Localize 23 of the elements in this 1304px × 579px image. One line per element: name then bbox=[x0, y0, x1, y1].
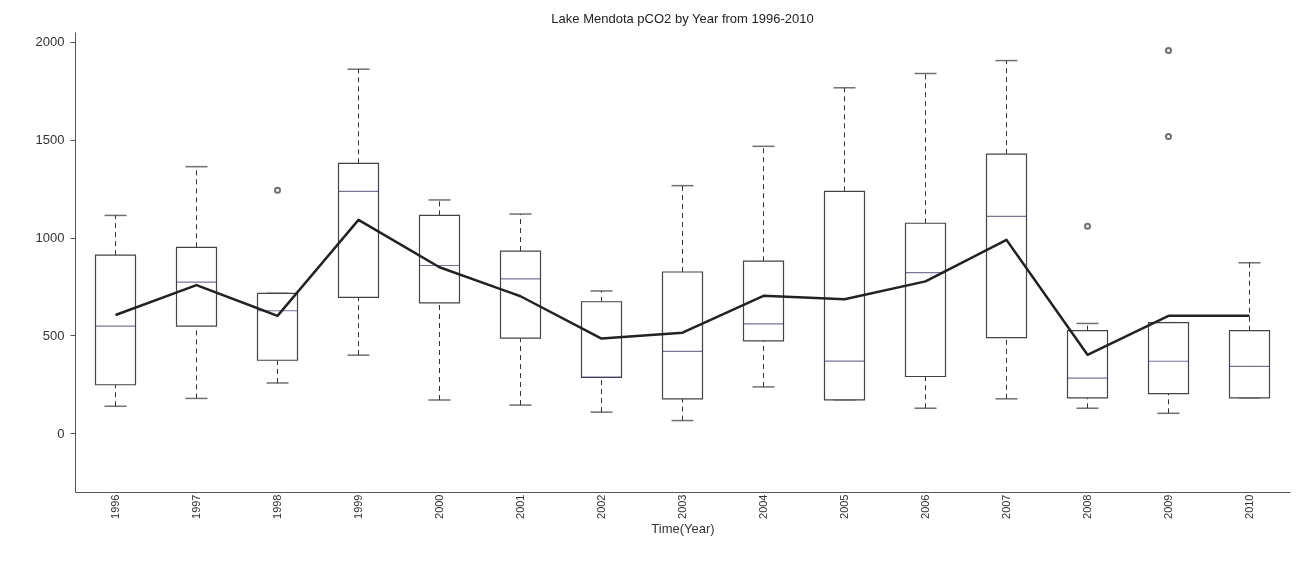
y-tick-label: 1000 bbox=[35, 230, 65, 246]
x-axis-title: Time(Year) bbox=[651, 520, 715, 536]
x-tick-label: 2002 bbox=[594, 494, 607, 519]
x-tick-label: 2008 bbox=[1080, 494, 1093, 519]
x-tick-label: 2003 bbox=[675, 494, 688, 519]
y-tick-label: 500 bbox=[42, 327, 65, 343]
x-tick-label: 2004 bbox=[756, 494, 769, 519]
x-tick-label: 2010 bbox=[1242, 494, 1255, 519]
x-tick-label: 1998 bbox=[270, 494, 283, 519]
x-tick-label: 1996 bbox=[108, 494, 121, 519]
x-tick-label: 2001 bbox=[513, 494, 526, 519]
x-tick-label: 2005 bbox=[837, 494, 850, 519]
x-tick-label: 1997 bbox=[189, 494, 202, 519]
x-tick-label: 2000 bbox=[432, 494, 445, 519]
y-tick-label: 1500 bbox=[35, 132, 65, 148]
line-series bbox=[114, 218, 1251, 357]
chart-title: Lake Mendota pCO2 by Year from 1996-2010 bbox=[551, 11, 814, 26]
x-tick-label: 2009 bbox=[1161, 494, 1174, 519]
y-tick-label: 2000 bbox=[35, 34, 65, 50]
x-tick-label: 2006 bbox=[918, 494, 931, 519]
y-tick-label: 0 bbox=[57, 425, 65, 441]
x-tick-label: 1999 bbox=[351, 494, 364, 519]
x-tick-label: 2007 bbox=[999, 494, 1012, 519]
